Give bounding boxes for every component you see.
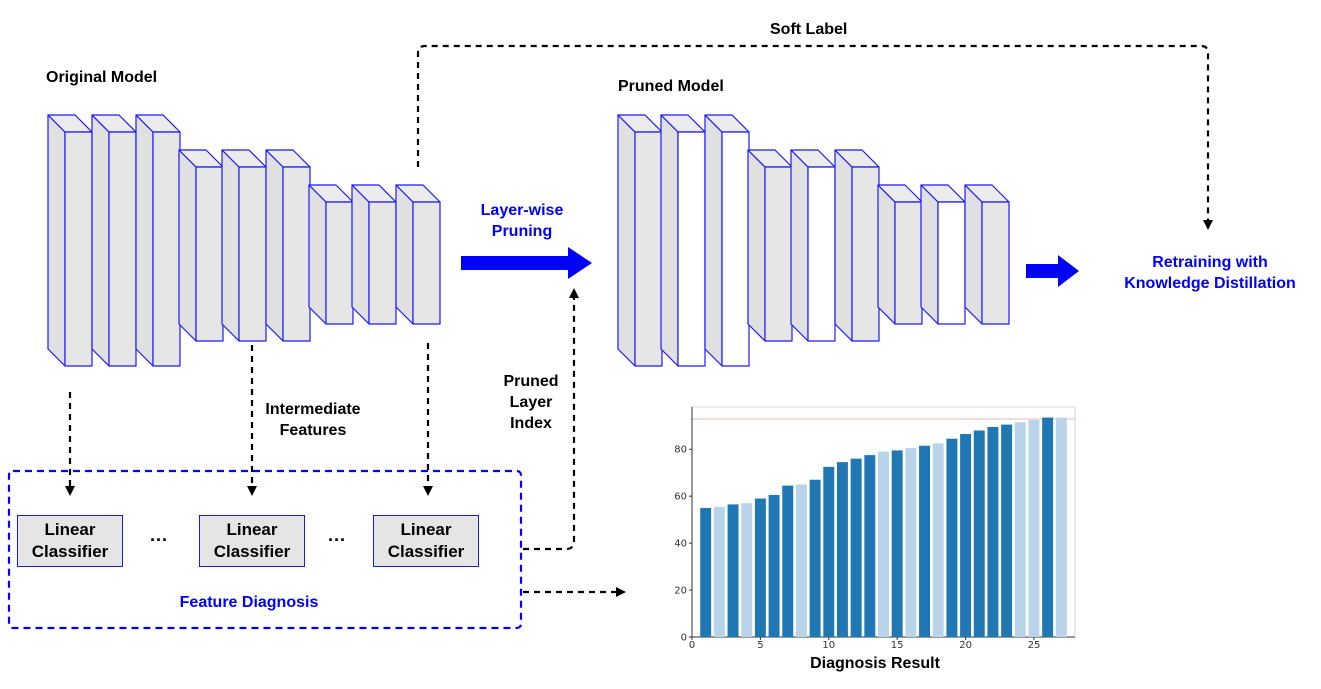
chart-bar-21: [973, 430, 985, 637]
retraining-line2: Knowledge Distillation: [1124, 275, 1296, 292]
linear-classifier-1-line1: Linear: [44, 520, 96, 539]
intermediate-features-line1: Intermediate: [265, 401, 361, 418]
retraining-arrow: [1026, 255, 1079, 287]
chart-bar-1: [700, 507, 712, 637]
chart-bar-9: [809, 479, 821, 637]
pruned-layer-index-label: Pruned Layer Index: [490, 371, 572, 434]
x-tick-label: 10: [822, 640, 835, 651]
x-tick-label: 25: [1028, 640, 1041, 651]
chart-bar-7: [782, 485, 794, 637]
x-tick-label: 20: [959, 640, 972, 651]
chart-bar-22: [987, 426, 999, 637]
feature-diagnosis-label: Feature Diagnosis: [179, 594, 319, 611]
pruned-layer-index-line3: Index: [510, 415, 552, 432]
pruned-layer-9: [964, 184, 1010, 325]
chart-bar-20: [960, 433, 972, 637]
linear-classifier-3-line1: Linear: [400, 520, 452, 539]
original-layer-6: [265, 149, 311, 342]
chart-bar-17: [919, 445, 930, 637]
y-tick-label: 40: [674, 539, 687, 550]
diagnosis-result-chart: 0 5 10 15 20 25 0 20 40 60 80: [674, 406, 1076, 651]
chart-bar-4: [741, 503, 753, 637]
x-tick-label: 0: [689, 640, 695, 651]
chart-bar-12: [850, 458, 862, 637]
retraining-line1: Retraining with: [1152, 254, 1268, 271]
intermediate-features-label: Intermediate Features: [252, 399, 374, 441]
chart-bar-11: [836, 462, 848, 637]
pruned-layer-8: [920, 184, 966, 325]
pruned-layer-6: [834, 149, 880, 342]
linear-classifier-3-line2: Classifier: [387, 542, 465, 561]
original-layer-5: [221, 149, 267, 342]
chart-bar-14: [878, 451, 889, 637]
y-tick-label: 20: [674, 586, 687, 597]
original-layer-7: [308, 184, 354, 325]
pruned-model-layers: [617, 114, 1010, 367]
original-layer-3: [135, 114, 181, 367]
feature-diagnosis-box: [7, 469, 523, 630]
y-tick-label: 60: [674, 492, 687, 503]
chart-bar-8: [795, 484, 807, 637]
original-layer-2: [91, 114, 137, 367]
linear-classifier-3: Linear Classifier: [373, 515, 479, 567]
pruned-layer-7: [877, 184, 923, 325]
chart-bar-3: [727, 504, 739, 637]
x-tick-label: 5: [757, 640, 763, 651]
soft-label-text: Soft Label: [770, 21, 848, 38]
linear-classifier-2-line2: Classifier: [213, 542, 291, 561]
linear-classifier-2: Linear Classifier: [199, 515, 305, 567]
original-model-layers: [47, 114, 441, 367]
y-tick-label: 80: [674, 445, 687, 456]
chart-bar-6: [768, 495, 780, 637]
chart-bar-23: [1001, 424, 1013, 637]
original-layer-9: [395, 184, 441, 325]
layer-wise-pruning-label: Layer-wise Pruning: [462, 200, 582, 242]
x-tick-label: 15: [891, 640, 904, 651]
pruned-layer-index-line1: Pruned: [503, 373, 559, 390]
pruned-layer-index-arrow: [523, 288, 579, 551]
pruned-model-label: Pruned Model: [618, 78, 724, 95]
ellipsis-1: ···: [150, 530, 168, 550]
pruned-layer-4: [747, 149, 793, 342]
chart-bar-24: [1014, 422, 1026, 637]
chart-bar-19: [946, 438, 958, 637]
chart-bar-10: [823, 466, 835, 637]
layer-wise-pruning-arrow: [461, 247, 592, 279]
layer-wise-pruning-line2: Pruning: [491, 223, 553, 240]
chart-bar-2: [713, 506, 725, 637]
chart-bar-16: [905, 448, 917, 637]
ellipsis-2: ···: [328, 530, 346, 550]
chart-bar-26: [1042, 417, 1054, 637]
intermediate-features-line2: Features: [279, 422, 347, 439]
pruned-layer-2: [660, 114, 706, 367]
linear-classifier-1-line2: Classifier: [31, 542, 109, 561]
diagnosis-result-label: Diagnosis Result: [810, 655, 940, 672]
retraining-label: Retraining with Knowledge Distillation: [1108, 252, 1312, 294]
original-layer-8: [351, 184, 397, 325]
pruned-layer-index-line2: Layer: [509, 394, 553, 411]
pruned-layer-3: [704, 114, 750, 367]
chart-bar-18: [932, 443, 944, 637]
layer-wise-pruning-line1: Layer-wise: [480, 202, 564, 219]
pruned-layer-1: [617, 114, 663, 367]
chart-bar-15: [891, 450, 903, 637]
chart-bar-27: [1055, 417, 1067, 637]
pruned-layer-5: [790, 149, 836, 342]
chart-bar-13: [864, 455, 876, 637]
y-tick-label: 0: [681, 633, 687, 644]
linear-classifier-2-line1: Linear: [226, 520, 278, 539]
original-model-label: Original Model: [46, 69, 158, 86]
original-layer-1: [47, 114, 93, 367]
linear-classifier-1: Linear Classifier: [17, 515, 123, 567]
chart-bar-25: [1028, 419, 1040, 637]
original-layer-4: [178, 149, 224, 342]
chart-bar-5: [754, 498, 766, 637]
